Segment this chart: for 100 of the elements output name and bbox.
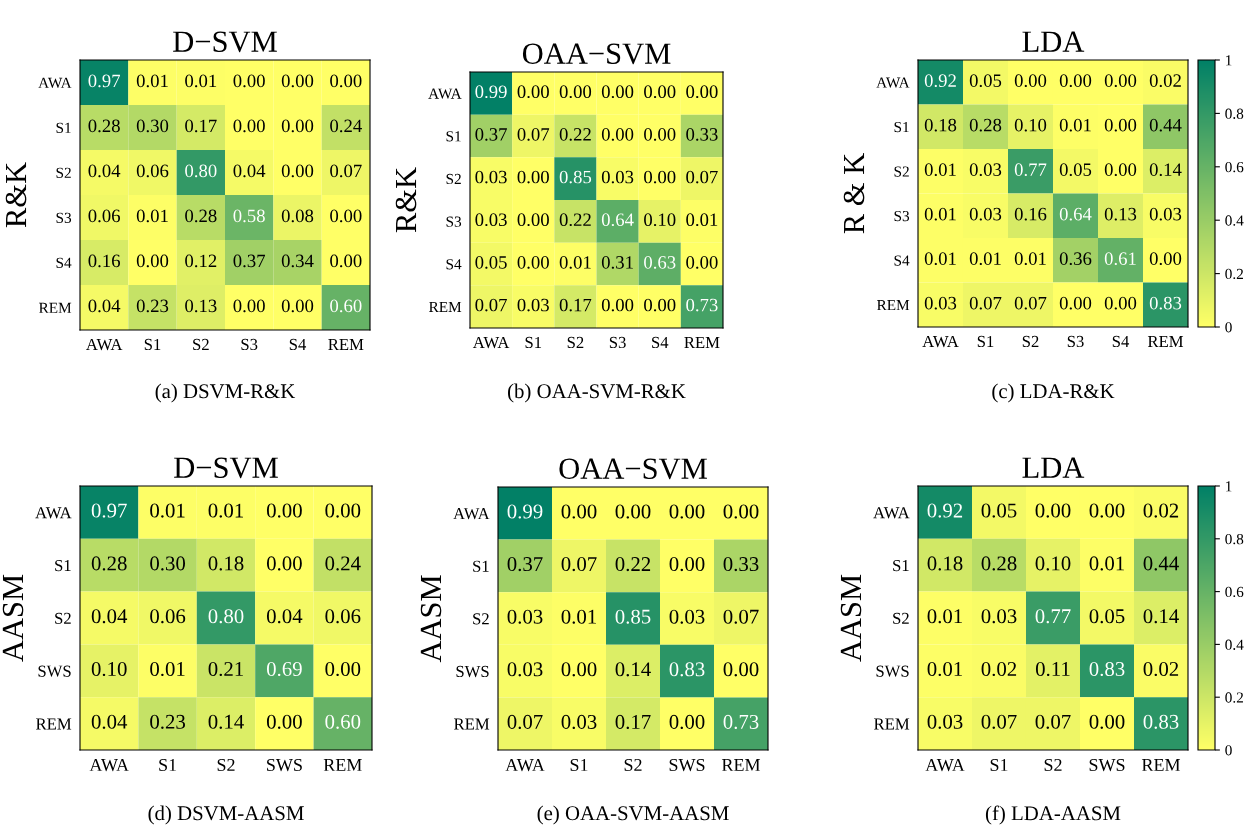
data-label: 0.22 (559, 128, 591, 141)
data-label: 0.00 (233, 299, 265, 313)
x-tick-label: REM (323, 759, 362, 771)
y-tick-label: S2 (446, 173, 461, 185)
data-label: 0.63 (644, 256, 676, 269)
data-label: 0.00 (517, 85, 549, 99)
text: (f) LDA-AASM (985, 805, 1121, 825)
data-label: 0.00 (561, 662, 597, 677)
data-label: 0.05 (969, 74, 1002, 88)
y-tick-label: S2 (894, 166, 909, 177)
data-label: 0.13 (1104, 207, 1137, 221)
data-label: 0.01 (686, 213, 718, 227)
data-label: 0.02 (1143, 503, 1179, 518)
data-label: 0.00 (136, 254, 169, 268)
data-label: 0.23 (150, 714, 186, 729)
data-label: 0.07 (517, 128, 550, 141)
data-label: 0.17 (615, 714, 651, 730)
data-label: 0.03 (969, 207, 1002, 221)
data-label: 0.00 (1149, 252, 1182, 266)
data-label: 0.83 (1143, 714, 1179, 729)
data-label: 0.00 (281, 119, 314, 133)
data-label: 0.00 (1035, 503, 1071, 518)
color-bar-label: 0 (1225, 322, 1232, 333)
x-tick-label: AWA (86, 338, 123, 351)
chart-title: LDA (1022, 457, 1085, 478)
y-tick-label: REM (874, 718, 910, 730)
data-label: 0.00 (561, 504, 597, 519)
y-tick-label: S4 (894, 255, 910, 266)
data-label: 0.04 (88, 164, 121, 178)
data-label: 0.37 (233, 254, 266, 268)
data-label: 0.00 (266, 503, 302, 518)
data-label: 0.99 (507, 504, 543, 519)
color-bar-label: 1 (1226, 481, 1232, 492)
data-label: 0.00 (1104, 118, 1137, 132)
y-tick-label: SWS (38, 665, 71, 677)
data-label: 0.05 (1059, 163, 1092, 177)
data-label: 0.06 (88, 209, 121, 223)
data-label: 0.00 (330, 254, 362, 268)
data-label: 0.99 (475, 85, 507, 99)
data-label: 0.07 (475, 298, 507, 312)
color-bar-label: 0.6 (1225, 586, 1244, 598)
data-label: 0.00 (669, 504, 705, 519)
data-label: 0.17 (559, 298, 592, 312)
chart-title: D−SVM (174, 457, 278, 479)
chart-title: OAA−SVM (559, 458, 707, 480)
data-label: 0.02 (981, 661, 1017, 677)
data-label: 0.04 (91, 609, 128, 624)
data-label: 0.30 (150, 556, 186, 571)
x-tick-label: S1 (977, 335, 994, 348)
data-label: 0.01 (136, 74, 168, 88)
data-label: 0.00 (1089, 503, 1125, 518)
y-tick-label: SWS (456, 665, 489, 678)
x-tick-label: S2 (567, 336, 584, 349)
data-label: 0.80 (208, 609, 244, 624)
x-tick-label: S1 (990, 758, 1008, 772)
data-label: 0.92 (927, 503, 963, 518)
data-label: 0.73 (686, 298, 718, 312)
x-tick-label: SWS (669, 758, 705, 772)
data-label: 0.01 (969, 252, 1001, 266)
data-label: 0.85 (615, 609, 651, 624)
color-bar-label: 0.4 (1225, 215, 1244, 226)
data-label: 0.03 (601, 170, 634, 184)
y-tick-label: REM (454, 718, 490, 730)
data-label: 0.77 (1014, 163, 1047, 177)
data-label: 0.18 (927, 556, 963, 571)
y-axis-title: R & K (843, 153, 865, 234)
data-label: 0.01 (150, 503, 185, 518)
data-label: 0.07 (1035, 714, 1071, 729)
data-label: 0.01 (924, 163, 956, 177)
x-tick-label: S1 (159, 758, 177, 772)
data-label: 0.14 (1149, 163, 1182, 177)
data-label: 0.07 (723, 609, 759, 624)
data-label: 0.00 (686, 85, 718, 99)
text: (a) DSVM-R&K (155, 383, 296, 403)
data-label: 0.00 (644, 298, 676, 312)
data-label: 0.10 (1035, 556, 1071, 571)
data-label: 0.28 (88, 119, 120, 133)
data-label: 0.01 (927, 661, 962, 677)
data-label: 0.28 (969, 118, 1002, 132)
y-tick-label: S3 (446, 216, 462, 227)
data-label: 0.05 (981, 503, 1017, 518)
x-tick-label: S2 (1044, 758, 1062, 772)
data-label: 0.00 (644, 85, 676, 99)
x-tick-label: S2 (624, 758, 642, 772)
y-tick-label: SWS (876, 665, 909, 677)
data-label: 0.00 (723, 662, 759, 677)
color-bar-label: 0.2 (1225, 268, 1243, 280)
data-label: 0.08 (281, 209, 314, 223)
y-tick-label: REM (877, 300, 910, 311)
color-bar-label: 0 (1225, 745, 1232, 756)
data-label: 0.28 (981, 556, 1017, 571)
data-label: 0.00 (601, 128, 634, 141)
x-tick-label: REM (328, 338, 364, 350)
data-label: 0.61 (1104, 252, 1136, 266)
data-label: 0.28 (185, 209, 217, 223)
x-tick-label: AWA (505, 758, 545, 772)
data-label: 0.44 (1149, 118, 1182, 132)
data-label: 0.00 (233, 74, 265, 88)
x-tick-label: AWA (89, 758, 129, 772)
y-tick-label: AWA (453, 508, 490, 520)
